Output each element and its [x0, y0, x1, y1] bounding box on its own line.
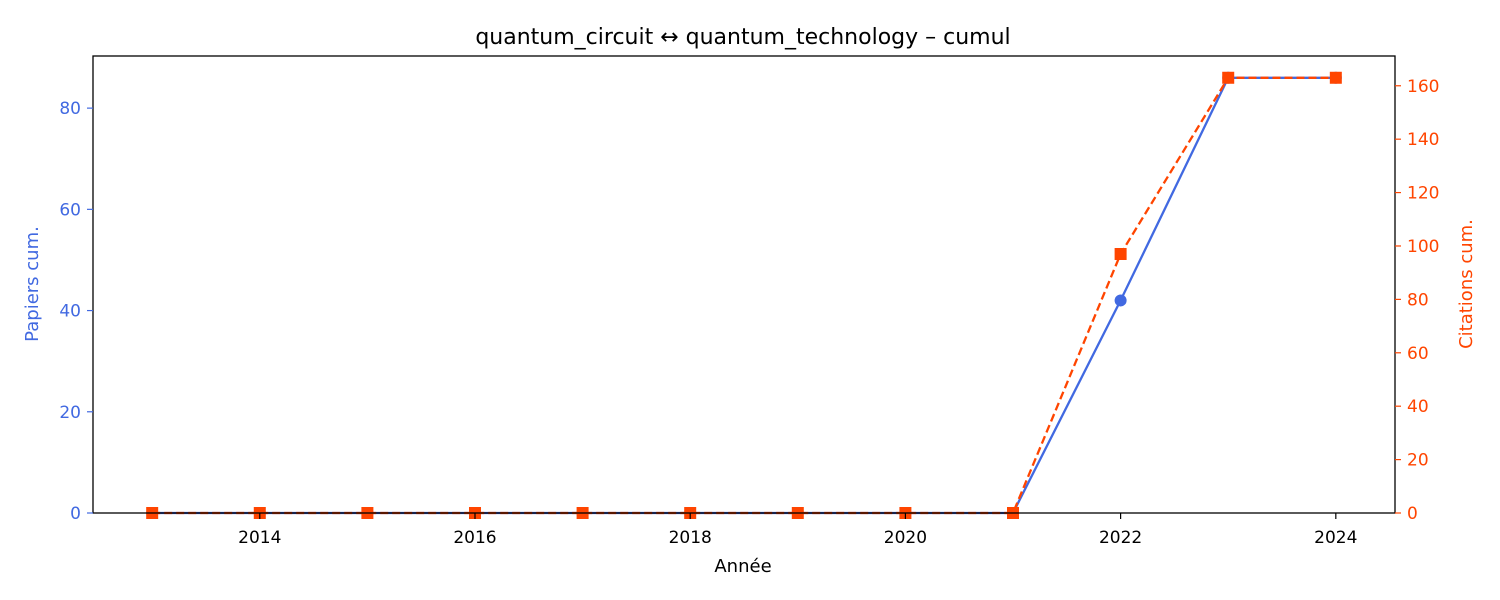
x-tick-label: 2016 [453, 528, 496, 548]
left-y-tick-label: 60 [59, 200, 81, 220]
series-2-point [1222, 71, 1235, 84]
x-tick-label: 2018 [669, 528, 712, 548]
series-1-point [1114, 294, 1127, 307]
right-y-tick-label: 80 [1407, 290, 1429, 310]
chart-title: quantum_circuit ↔ quantum_technology – c… [475, 25, 1010, 50]
x-tick-label: 2022 [1099, 528, 1142, 548]
right-y-tick-label: 20 [1407, 451, 1429, 471]
x-tick-label: 2014 [238, 528, 281, 548]
right-y-tick-label: 100 [1407, 237, 1439, 257]
x-tick-label: 2024 [1314, 528, 1357, 548]
series-2-point [1114, 247, 1127, 260]
right-y-axis-label: Citations cum. [1456, 219, 1477, 349]
x-tick-label: 2020 [884, 528, 927, 548]
left-y-tick-label: 80 [59, 99, 81, 119]
left-y-axis-label: Papiers cum. [22, 226, 43, 342]
series-2-line [152, 76, 1336, 515]
right-y-tick-label: 140 [1407, 130, 1439, 150]
x-axis-label: Année [714, 556, 771, 577]
left-y-tick-label: 40 [59, 302, 81, 322]
series-2-point [1329, 71, 1342, 84]
right-y-tick-label: 40 [1407, 397, 1429, 417]
left-y-tick-label: 0 [70, 504, 81, 524]
right-y-tick-label: 160 [1407, 77, 1439, 97]
plot-area [146, 71, 1342, 519]
right-y-tick-label: 60 [1407, 344, 1429, 364]
series-1-line [152, 76, 1336, 515]
left-y-tick-label: 20 [59, 403, 81, 423]
plot-frame [92, 55, 1396, 514]
right-y-tick-label: 120 [1407, 184, 1439, 204]
right-y-tick-label: 0 [1407, 504, 1418, 524]
